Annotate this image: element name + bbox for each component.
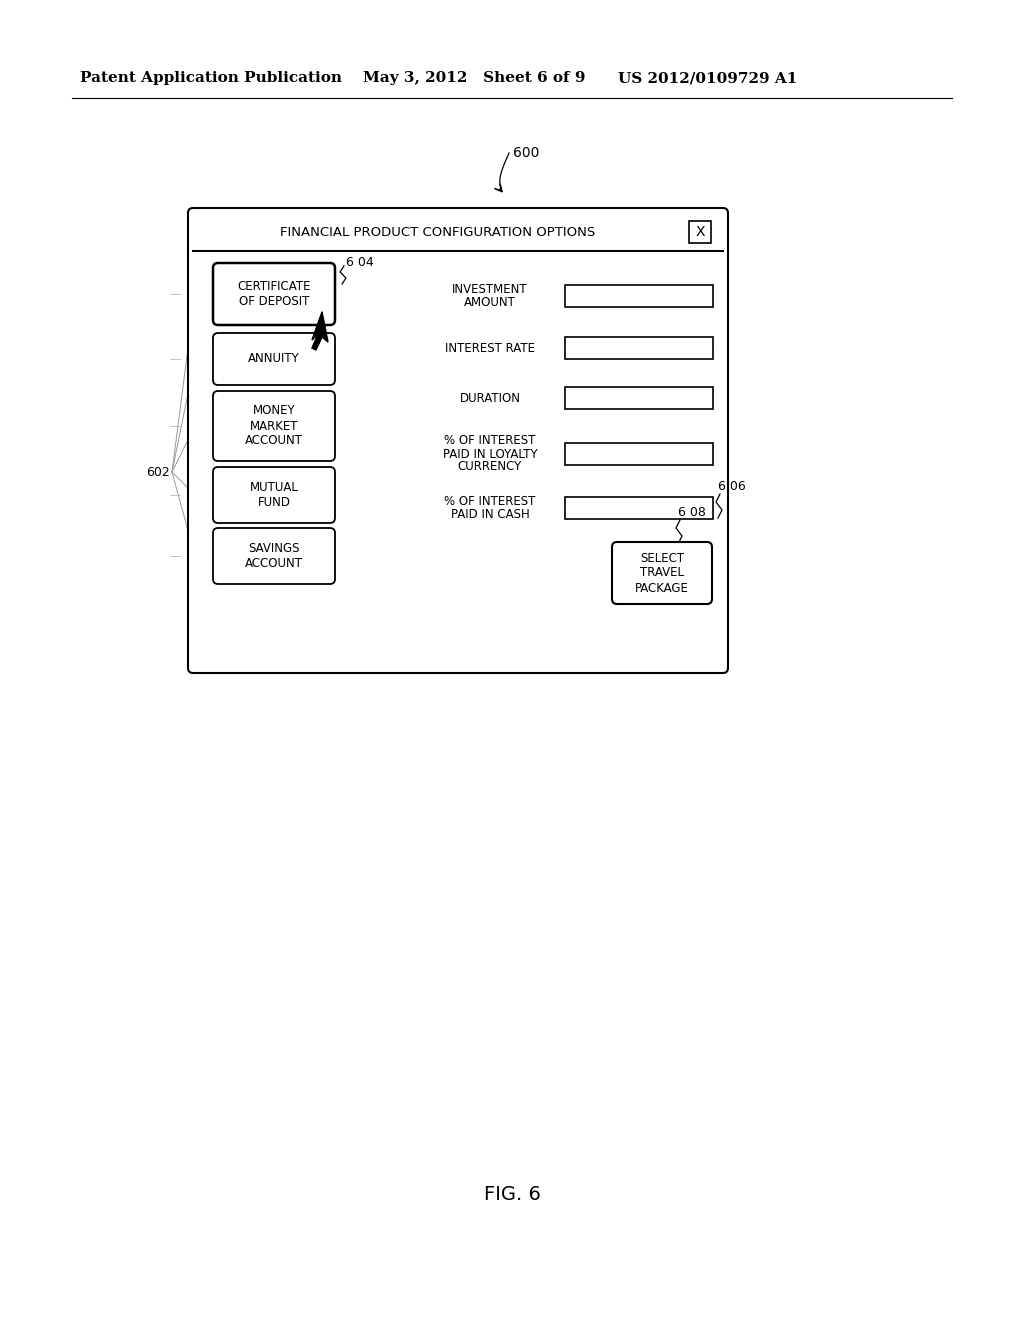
- FancyBboxPatch shape: [612, 543, 712, 605]
- Text: MUTUAL
FUND: MUTUAL FUND: [250, 480, 298, 510]
- Text: INVESTMENT: INVESTMENT: [453, 282, 527, 296]
- FancyBboxPatch shape: [213, 528, 335, 583]
- Text: 6 08: 6 08: [678, 507, 706, 520]
- Text: CERTIFICATE
OF DEPOSIT: CERTIFICATE OF DEPOSIT: [238, 280, 310, 308]
- Text: X: X: [695, 224, 705, 239]
- FancyBboxPatch shape: [213, 333, 335, 385]
- Text: SAVINGS
ACCOUNT: SAVINGS ACCOUNT: [245, 543, 303, 570]
- Text: 600: 600: [513, 147, 540, 160]
- Bar: [689, 220, 711, 243]
- Bar: [565, 285, 713, 308]
- Text: SELECT
TRAVEL
PACKAGE: SELECT TRAVEL PACKAGE: [635, 552, 689, 594]
- Text: FIG. 6: FIG. 6: [483, 1185, 541, 1204]
- Text: FINANCIAL PRODUCT CONFIGURATION OPTIONS: FINANCIAL PRODUCT CONFIGURATION OPTIONS: [281, 226, 596, 239]
- Text: CURRENCY: CURRENCY: [458, 461, 522, 474]
- Text: PAID IN LOYALTY: PAID IN LOYALTY: [442, 447, 538, 461]
- Bar: [565, 337, 713, 359]
- Text: 6 06: 6 06: [718, 480, 745, 494]
- Bar: [565, 387, 713, 409]
- Text: % OF INTEREST: % OF INTEREST: [444, 434, 536, 447]
- Text: INTEREST RATE: INTEREST RATE: [445, 342, 535, 355]
- FancyBboxPatch shape: [213, 467, 335, 523]
- FancyBboxPatch shape: [213, 391, 335, 461]
- Text: May 3, 2012   Sheet 6 of 9: May 3, 2012 Sheet 6 of 9: [362, 71, 586, 84]
- Text: 602: 602: [146, 466, 170, 479]
- Text: AMOUNT: AMOUNT: [464, 296, 516, 309]
- Text: 6 04: 6 04: [346, 256, 374, 268]
- Text: MONEY
MARKET
ACCOUNT: MONEY MARKET ACCOUNT: [245, 404, 303, 447]
- FancyBboxPatch shape: [188, 209, 728, 673]
- Text: Patent Application Publication: Patent Application Publication: [80, 71, 342, 84]
- Text: ANNUITY: ANNUITY: [248, 352, 300, 366]
- Text: US 2012/0109729 A1: US 2012/0109729 A1: [618, 71, 798, 84]
- FancyBboxPatch shape: [213, 263, 335, 325]
- Polygon shape: [312, 312, 328, 350]
- Bar: [565, 498, 713, 519]
- Bar: [565, 444, 713, 465]
- Text: DURATION: DURATION: [460, 392, 520, 404]
- Text: PAID IN CASH: PAID IN CASH: [451, 508, 529, 521]
- Text: % OF INTEREST: % OF INTEREST: [444, 495, 536, 508]
